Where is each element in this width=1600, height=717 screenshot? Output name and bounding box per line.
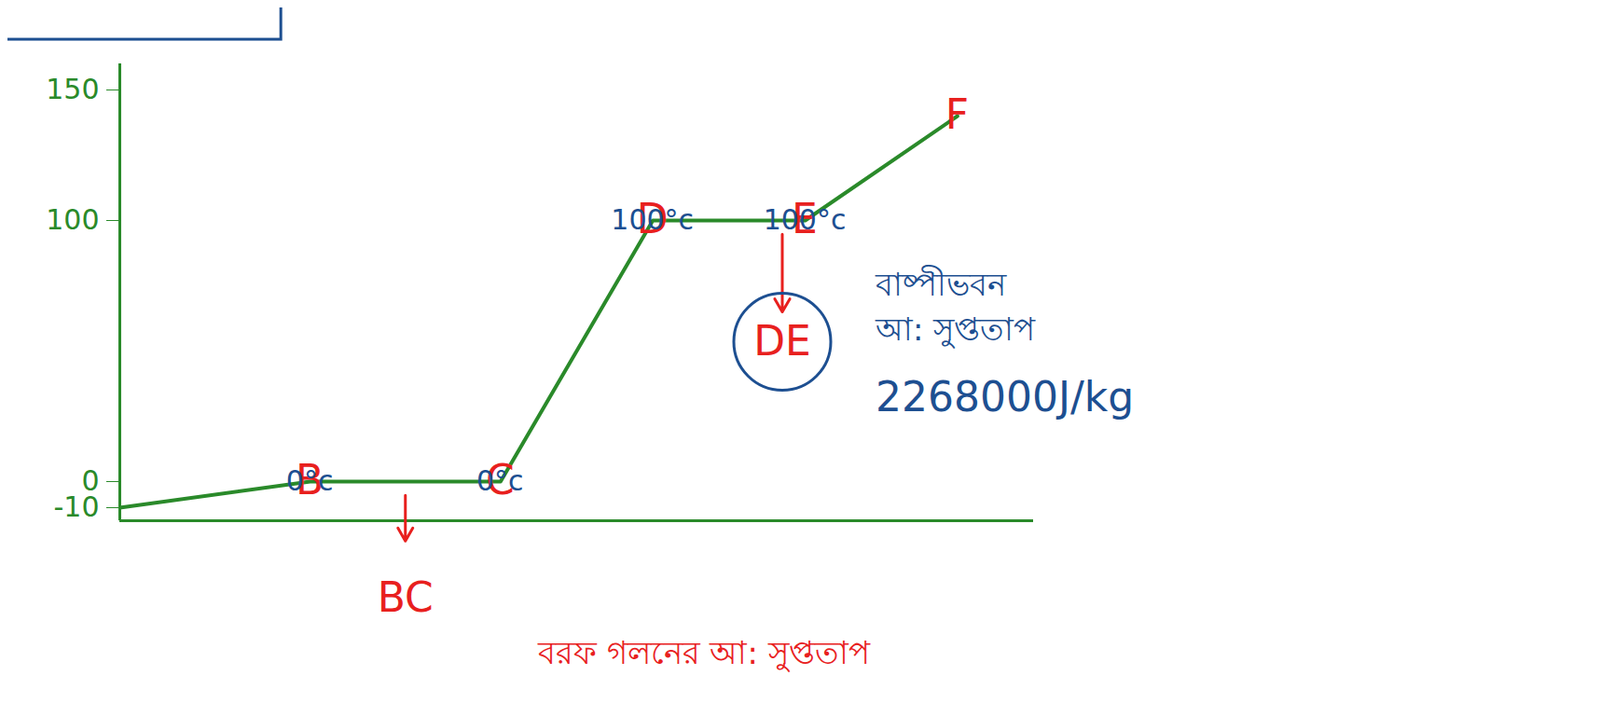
svg-text:100: 100 (45, 203, 99, 236)
svg-text:DE: DE (753, 317, 812, 365)
svg-text:150: 150 (45, 72, 99, 106)
svg-text:BC: BC (377, 573, 434, 621)
svg-text:আ: সুপ্ততাপ: আ: সুপ্ততাপ (874, 310, 1036, 349)
svg-text:0°c: 0°c (286, 464, 334, 497)
svg-text:-10: -10 (53, 490, 100, 524)
svg-text:2268000J/kg: 2268000J/kg (875, 372, 1134, 421)
svg-text:বরফ গলনের আ: সুপ্ততাপ: বরফ গলনের আ: সুপ্ততাপ (537, 634, 871, 673)
svg-text:0°c: 0°c (476, 464, 525, 497)
svg-text:বাষ্পীভবন: বাষ্পীভবন (874, 264, 1007, 304)
svg-text:F: F (945, 90, 969, 138)
svg-text:100°c: 100°c (610, 203, 694, 236)
svg-text:100°c: 100°c (763, 203, 847, 236)
svg-text:0: 0 (81, 464, 99, 497)
